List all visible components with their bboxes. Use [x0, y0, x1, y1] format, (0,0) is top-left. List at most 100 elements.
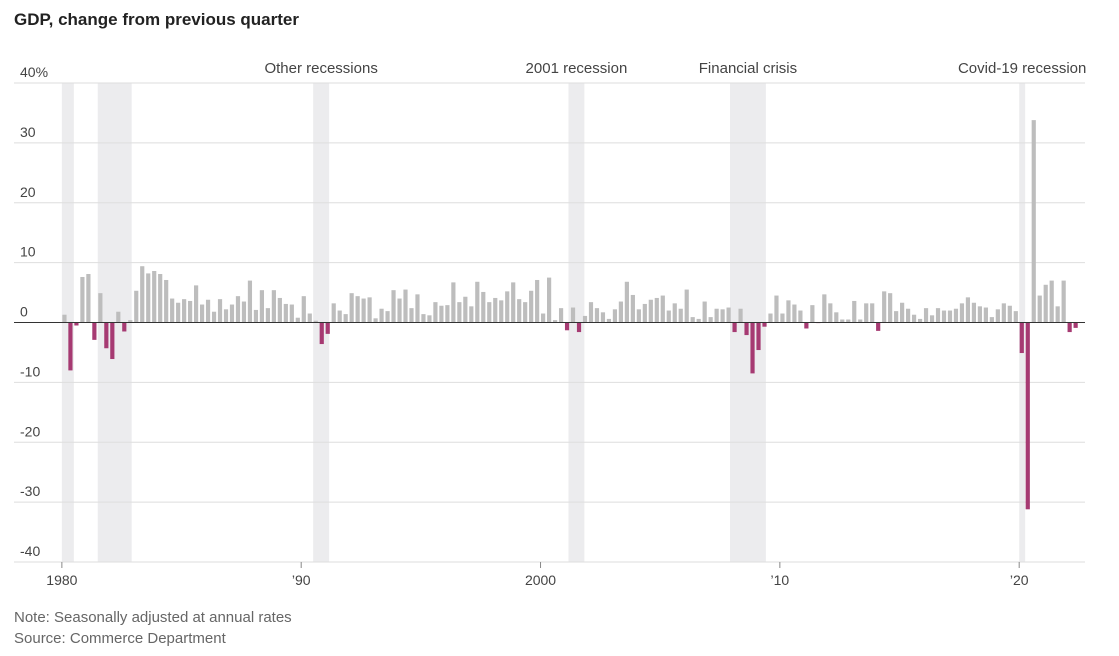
bar: [995, 309, 1000, 323]
bar: [98, 293, 103, 323]
bar: [170, 298, 175, 323]
bar: [469, 306, 474, 323]
bar: [989, 317, 994, 323]
bar: [247, 280, 253, 323]
bar: [618, 301, 623, 323]
bar: [822, 294, 827, 323]
bar: [804, 322, 809, 329]
bar: [552, 320, 558, 323]
bar: [750, 322, 755, 374]
bar: [289, 304, 294, 323]
bar: [259, 290, 265, 323]
bar: [523, 302, 528, 323]
bar: [1025, 322, 1030, 510]
bar: [582, 315, 588, 323]
bar: [511, 282, 516, 323]
bar: [217, 299, 223, 323]
bar: [188, 300, 193, 323]
bar: [768, 313, 773, 323]
bar: [935, 308, 941, 323]
bar: [906, 308, 911, 323]
bar: [684, 289, 689, 323]
bar: [756, 322, 761, 351]
bar: [499, 300, 504, 323]
bar: [229, 304, 235, 323]
bar: [535, 279, 540, 323]
bar: [588, 302, 594, 323]
y-tick-label: -40: [20, 543, 40, 559]
bar: [451, 282, 456, 323]
bar: [128, 320, 133, 323]
y-tick-label: 20: [20, 184, 36, 200]
bar: [714, 308, 719, 323]
bar: [678, 308, 683, 323]
bar: [271, 290, 276, 323]
bar: [403, 289, 408, 323]
bar: [265, 308, 270, 323]
bar: [505, 291, 510, 323]
bar: [325, 322, 330, 334]
bar: [529, 290, 534, 323]
y-tick-label: 40%: [20, 64, 48, 80]
bar: [164, 279, 169, 323]
bar: [307, 313, 312, 323]
bar: [421, 314, 426, 323]
y-tick-label: 10: [20, 244, 36, 260]
bar: [397, 298, 402, 323]
bar: [1013, 311, 1018, 323]
bar: [852, 300, 857, 323]
bar: [427, 315, 432, 323]
bar: [1049, 280, 1054, 323]
bar: [630, 294, 635, 323]
bar: [834, 312, 839, 323]
y-tick-label: -10: [20, 363, 40, 379]
x-tick-label: 1980: [46, 572, 77, 588]
bar: [80, 276, 85, 323]
bar: [235, 296, 241, 323]
x-tick-label: ’20: [1010, 572, 1029, 588]
bar: [283, 303, 288, 323]
bar: [337, 310, 342, 323]
bar: [277, 297, 282, 323]
bar: [654, 297, 659, 323]
bar: [894, 311, 899, 323]
bar: [1037, 295, 1042, 323]
bar: [900, 302, 905, 323]
x-tick-label: ’90: [292, 572, 311, 588]
bar: [612, 309, 618, 323]
bar: [876, 322, 881, 331]
bar: [331, 303, 336, 323]
bar: [594, 308, 600, 323]
bar: [606, 318, 612, 323]
bar: [140, 266, 145, 323]
bar: [923, 308, 929, 323]
bar: [547, 277, 552, 323]
bar: [870, 303, 875, 323]
bar: [570, 307, 576, 323]
bar: [116, 311, 121, 323]
bar: [1061, 280, 1066, 323]
bar: [888, 293, 893, 323]
bar: [152, 271, 157, 323]
bar: [487, 302, 492, 323]
recession-label: 2001 recession: [526, 60, 628, 77]
bar: [379, 308, 384, 323]
bar: [977, 306, 982, 323]
bar: [696, 318, 701, 323]
bar: [858, 319, 863, 323]
recession-label: Other recessions: [264, 60, 377, 77]
bar: [959, 303, 965, 323]
bar: [840, 319, 845, 323]
bar: [319, 322, 324, 345]
y-tick-label: 30: [20, 124, 36, 140]
bar: [564, 322, 570, 331]
bar: [953, 308, 959, 323]
bar: [355, 296, 360, 323]
bar: [134, 290, 139, 323]
bar: [828, 303, 833, 323]
bar: [343, 314, 348, 323]
bar: [786, 300, 791, 323]
bar: [726, 307, 731, 323]
bar: [301, 296, 306, 323]
